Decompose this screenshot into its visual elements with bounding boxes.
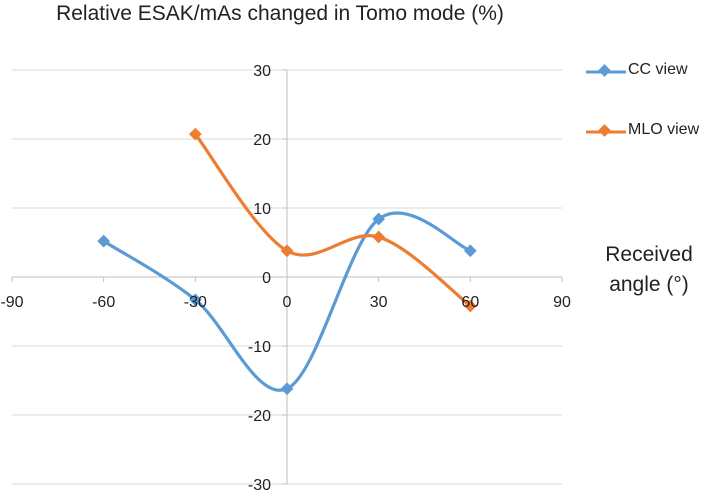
x-tick-label: -90: [0, 294, 23, 311]
legend-swatch-mlo: [586, 124, 626, 137]
y-tick-label: -10: [248, 339, 271, 356]
legend-swatch-cc: [586, 64, 626, 77]
x-tick-label: 0: [283, 294, 292, 311]
series-layer: [97, 127, 477, 396]
data-point-mlo-view: [188, 127, 202, 141]
data-point-mlo-view: [280, 244, 294, 258]
data-point-cc-view: [463, 244, 477, 258]
data-point-cc-view: [97, 234, 111, 248]
data-point-cc-view: [280, 382, 294, 396]
x-axis-label: Received angle (°): [590, 240, 708, 300]
y-tick-label: 20: [253, 132, 271, 149]
x-tick-label: -30: [184, 294, 207, 311]
data-point-mlo-view: [463, 299, 477, 313]
y-tick-label: 10: [253, 201, 271, 218]
x-axis-label-line-1: Received: [605, 243, 693, 266]
x-tick-label: 90: [553, 294, 571, 311]
y-tick-label: -20: [248, 408, 271, 425]
data-point-cc-view: [188, 293, 202, 307]
series-line-mlo-view: [193, 132, 472, 308]
axes: [11, 69, 563, 485]
x-tick-label: -60: [92, 294, 115, 311]
x-tick-label: 60: [461, 294, 479, 311]
y-tick-label: 0: [262, 270, 271, 287]
x-tick-label: 30: [370, 294, 388, 311]
tick-labels: -90 -60 -30 0 30 60 90 30 20 10 0 -10 -20 -30: [0, 63, 571, 494]
y-tick-label: 30: [253, 63, 271, 80]
legend-label-cc: CC view: [628, 61, 688, 78]
y-tick-label: -30: [248, 477, 271, 494]
data-point-mlo-view: [372, 230, 386, 244]
legend-label-mlo: MLO view: [628, 121, 700, 138]
x-axis-label-line-2: angle (°): [609, 273, 689, 296]
chart-title: Relative ESAK/mAs changed in Tomo mode (…: [56, 2, 504, 25]
data-point-cc-view: [372, 212, 386, 226]
